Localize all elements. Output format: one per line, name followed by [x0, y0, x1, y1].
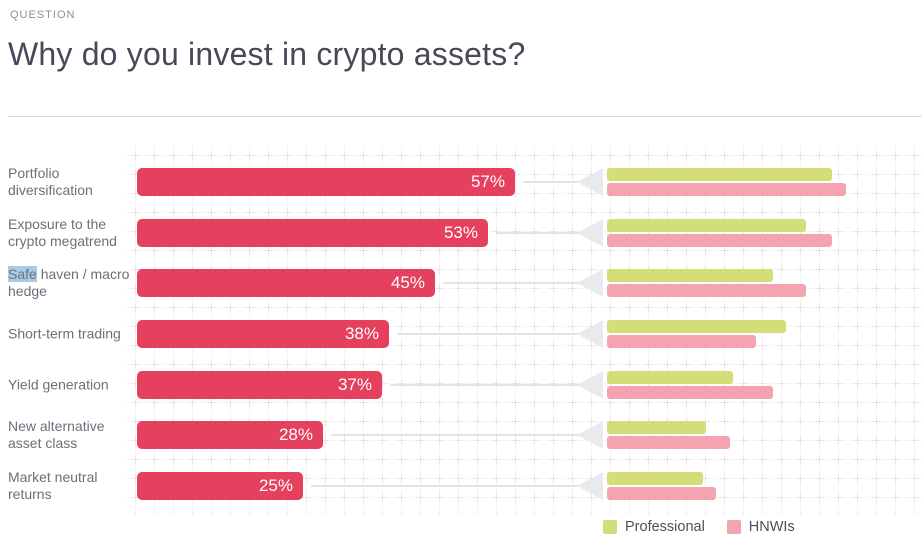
funnel-arrow-icon: [577, 371, 603, 399]
professional-swatch-icon: [603, 520, 617, 534]
hnwis-bar: [607, 436, 730, 449]
overall-bar: 37%: [137, 371, 382, 399]
category-label: Exposure to the crypto megatrend: [8, 216, 117, 249]
category-label: Yield generation: [8, 376, 109, 393]
hnwis-bar: [607, 234, 832, 247]
funnel-arrow-icon: [577, 320, 603, 348]
hnwis-bar: [607, 284, 806, 297]
hnwis-swatch-icon: [726, 520, 741, 534]
overall-bar: 28%: [137, 421, 323, 449]
overall-bar: 57%: [137, 168, 515, 196]
connector-line: [331, 434, 579, 436]
connector-line: [496, 232, 579, 234]
professional-bar: [607, 219, 806, 232]
category-label: Portfolio diversification: [8, 165, 93, 198]
funnel-arrow-icon: [577, 472, 603, 500]
funnel-arrow-icon: [577, 168, 603, 196]
overall-value-label: 28%: [278, 425, 313, 444]
connector-line: [397, 333, 579, 335]
hnwis-bar: [607, 183, 846, 196]
overall-bar: 25%: [137, 472, 303, 500]
overall-bar: 38%: [137, 320, 389, 348]
professional-bar: [607, 421, 706, 434]
chart-row: Short-term trading 38%: [0, 320, 922, 348]
header-divider: [8, 116, 922, 117]
chart-row: Exposure to the crypto megatrend 53%: [0, 216, 922, 249]
category-label: New alternative asset class: [8, 418, 105, 451]
chart-row: Market neutral returns 25%: [0, 469, 922, 502]
legend-label: HNWIs: [748, 519, 795, 535]
hnwis-bar: [607, 386, 773, 399]
connector-line: [523, 181, 579, 183]
chart-row: Portfolio diversification 57%: [0, 165, 922, 198]
question-eyebrow: QUESTION: [10, 9, 76, 21]
overall-value-label: 53%: [443, 223, 478, 242]
overall-bar: 53%: [137, 219, 488, 247]
overall-value-label: 38%: [344, 324, 379, 343]
legend: Professional HNWIs: [603, 519, 795, 535]
chart-row: Safe haven / macro hedge 45%: [0, 266, 922, 299]
legend-label: Professional: [625, 519, 705, 535]
legend-item-professional: Professional: [603, 519, 705, 535]
professional-bar: [607, 472, 703, 485]
professional-bar: [607, 371, 733, 384]
category-label: Short-term trading: [8, 325, 121, 342]
page-title: Why do you invest in crypto assets?: [8, 36, 526, 72]
category-label: Market neutral returns: [8, 469, 98, 502]
connector-line: [443, 282, 579, 284]
connector-line: [390, 384, 579, 386]
hnwis-bar: [607, 487, 716, 500]
hnwis-bar: [607, 335, 756, 348]
connector-line: [311, 485, 579, 487]
chart-row: Yield generation 37%: [0, 371, 922, 399]
overall-value-label: 45%: [390, 273, 425, 292]
chart-row: New alternative asset class 28%: [0, 418, 922, 451]
professional-bar: [607, 168, 832, 181]
category-label: Safe haven / macro hedge: [8, 266, 130, 299]
professional-bar: [607, 320, 786, 333]
legend-item-hnwis: HNWIs: [726, 519, 795, 535]
professional-bar: [607, 269, 773, 282]
funnel-arrow-icon: [577, 269, 603, 297]
funnel-arrow-icon: [577, 219, 603, 247]
overall-bar: 45%: [137, 269, 435, 297]
overall-value-label: 37%: [337, 375, 372, 394]
overall-value-label: 25%: [258, 476, 293, 495]
funnel-arrow-icon: [577, 421, 603, 449]
overall-value-label: 57%: [470, 172, 505, 191]
